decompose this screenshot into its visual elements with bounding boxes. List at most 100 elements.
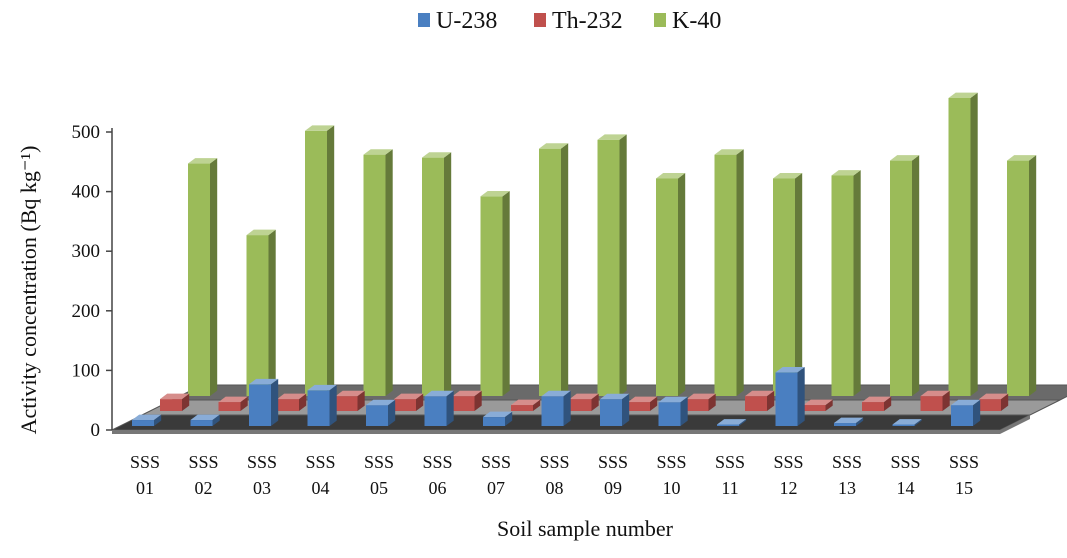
bar-th-232-9 xyxy=(628,396,658,411)
bar-side xyxy=(1001,393,1009,411)
bar-side xyxy=(533,399,541,411)
bar-front xyxy=(539,148,561,396)
legend-swatch xyxy=(418,13,430,27)
bar-u-238-15 xyxy=(951,399,981,426)
bar-th-232-14 xyxy=(920,390,950,411)
x-tick-label-line2: 09 xyxy=(604,478,622,498)
x-tick-label: SSS 10 xyxy=(656,452,686,498)
bar-front xyxy=(892,424,915,426)
bars-group xyxy=(132,92,1037,426)
bar-k-40-6 xyxy=(480,190,510,396)
bar-side xyxy=(502,190,510,396)
bar-front xyxy=(745,396,767,411)
x-tick-label-line2: 02 xyxy=(195,478,213,498)
x-tick-label-line1: SSS xyxy=(130,452,160,472)
bar-front xyxy=(951,405,973,426)
bar-front xyxy=(597,139,620,396)
bar-front xyxy=(422,157,444,396)
bar-side xyxy=(561,143,569,396)
legend-item-k-40: K-40 xyxy=(654,8,721,34)
bar-top xyxy=(686,393,716,400)
bar-front xyxy=(569,399,592,411)
bar-front xyxy=(628,402,650,411)
bar-u-238-14 xyxy=(892,419,922,426)
bar-top xyxy=(246,229,276,236)
bar-side xyxy=(650,396,658,411)
x-tick-label-line2: 01 xyxy=(136,478,154,498)
bar-side xyxy=(474,390,482,411)
x-tick-label-line2: 07 xyxy=(487,478,505,498)
bar-top xyxy=(597,134,627,140)
bar-top xyxy=(951,399,981,406)
bar-side xyxy=(853,170,861,396)
series-u-238 xyxy=(132,366,981,426)
y-tick-label: 100 xyxy=(72,360,101,381)
bar-front xyxy=(890,160,912,396)
x-tick-label-line2: 13 xyxy=(838,478,856,498)
bar-front xyxy=(862,402,884,411)
bar-k-40-15 xyxy=(1007,155,1037,396)
bar-front xyxy=(775,372,798,426)
bar-side xyxy=(446,390,454,426)
x-tick-label-line1: SSS xyxy=(481,452,511,472)
bar-top xyxy=(745,390,775,397)
bar-top xyxy=(511,399,541,406)
bar-u-238-2 xyxy=(190,414,220,426)
bar-front xyxy=(773,178,795,396)
bar-side xyxy=(884,396,892,411)
bar-top xyxy=(862,396,892,403)
bar-top xyxy=(717,419,747,425)
bar-side xyxy=(388,399,396,426)
bar-top xyxy=(132,414,162,421)
bar-side xyxy=(795,173,803,396)
bar-side xyxy=(856,417,864,426)
x-tick-label: SSS 01 xyxy=(130,452,160,498)
x-tick-label-line1: SSS xyxy=(188,452,218,472)
bar-front xyxy=(803,405,826,411)
bar-front xyxy=(714,154,737,396)
x-tick-label-line2: 14 xyxy=(897,478,915,498)
series-th-232 xyxy=(160,390,1009,411)
x-tick-label: SSS 13 xyxy=(832,452,862,498)
legend-label: U-238 xyxy=(436,8,497,34)
x-tick-label-line2: 11 xyxy=(721,478,738,498)
bar-front xyxy=(834,423,856,426)
bar-side xyxy=(739,419,747,426)
x-tick-label-line2: 08 xyxy=(546,478,564,498)
bar-th-232-10 xyxy=(686,393,716,411)
bar-k-40-12 xyxy=(831,170,861,396)
bar-top xyxy=(658,396,688,403)
bar-u-238-7 xyxy=(483,411,513,426)
bar-side xyxy=(767,390,775,411)
x-tick-label-line1: SSS xyxy=(949,452,979,472)
bar-top xyxy=(190,414,220,421)
bar-u-238-13 xyxy=(834,417,864,426)
bar-side xyxy=(736,149,744,396)
x-tick-label-line1: SSS xyxy=(773,452,803,472)
legend-label: Th-232 xyxy=(552,8,623,34)
bar-side xyxy=(622,393,630,426)
bar-front xyxy=(979,399,1001,411)
bar-side xyxy=(591,393,599,411)
bar-side xyxy=(212,414,220,426)
bar-front xyxy=(190,420,213,426)
y-axis: 0 100 200 300 400 500 xyxy=(72,122,113,441)
bar-top xyxy=(892,419,922,425)
bar-side xyxy=(299,393,307,411)
y-tick-label: 200 xyxy=(72,301,101,322)
legend-label: K-40 xyxy=(672,8,721,34)
bar-front xyxy=(541,396,564,426)
bar-th-232-2 xyxy=(218,396,248,411)
bar-front xyxy=(307,390,330,426)
bar-top xyxy=(541,390,571,397)
x-tick-label: SSS 05 xyxy=(364,452,394,498)
bar-top xyxy=(714,149,744,155)
bar-k-40-1 xyxy=(188,158,218,396)
bar-side xyxy=(973,399,981,426)
bar-u-238-12 xyxy=(775,366,805,426)
legend-item-th-232: Th-232 xyxy=(534,8,623,34)
bar-top xyxy=(366,399,396,406)
bar-front xyxy=(218,402,241,411)
legend: U-238 Th-232 K-40 xyxy=(418,8,721,34)
bar-front xyxy=(480,196,503,396)
